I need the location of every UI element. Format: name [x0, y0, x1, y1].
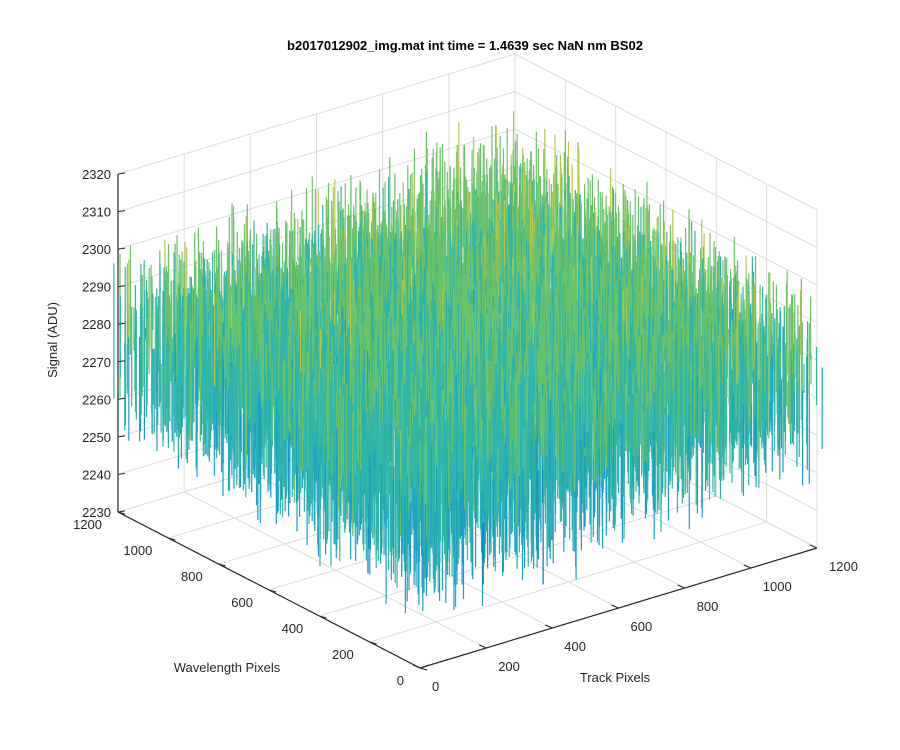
grid-line	[514, 91, 818, 249]
grid-line	[369, 521, 767, 643]
grid-line	[117, 91, 516, 213]
grid-line	[514, 53, 818, 211]
surface	[113, 111, 823, 614]
grid-line	[117, 53, 516, 175]
grid-line	[117, 128, 516, 250]
grid-line	[319, 495, 717, 617]
